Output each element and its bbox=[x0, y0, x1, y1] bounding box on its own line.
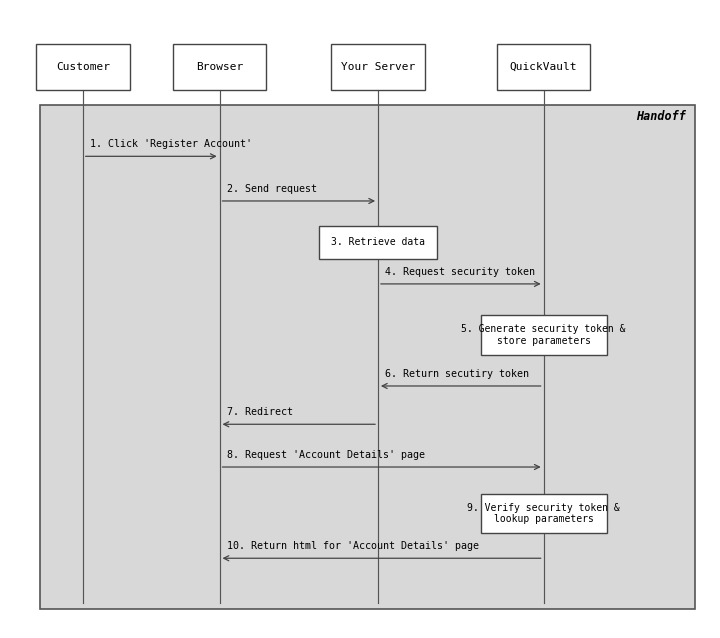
Bar bbox=[40, 105, 695, 609]
Bar bbox=[331, 44, 425, 90]
Text: 7. Redirect: 7. Redirect bbox=[227, 407, 293, 417]
Bar bbox=[36, 44, 130, 90]
Text: 1. Click 'Register Account': 1. Click 'Register Account' bbox=[90, 139, 252, 149]
Text: 10. Return html for 'Account Details' page: 10. Return html for 'Account Details' pa… bbox=[227, 541, 479, 551]
Text: Handoff: Handoff bbox=[636, 110, 686, 123]
Text: Your Server: Your Server bbox=[341, 62, 415, 72]
Text: 8. Request 'Account Details' page: 8. Request 'Account Details' page bbox=[227, 450, 425, 460]
Text: 6. Return secutiry token: 6. Return secutiry token bbox=[385, 369, 529, 379]
Bar bbox=[481, 315, 606, 355]
Bar bbox=[173, 44, 266, 90]
Text: 9. Verify security token &
lookup parameters: 9. Verify security token & lookup parame… bbox=[467, 503, 620, 524]
Text: QuickVault: QuickVault bbox=[510, 62, 577, 72]
Bar bbox=[497, 44, 590, 90]
Bar bbox=[319, 226, 438, 259]
Text: Customer: Customer bbox=[56, 62, 109, 72]
Text: 4. Request security token: 4. Request security token bbox=[385, 267, 535, 277]
Bar bbox=[481, 494, 606, 533]
Text: 3. Retrieve data: 3. Retrieve data bbox=[331, 237, 425, 248]
Text: 5. Generate security token &
store parameters: 5. Generate security token & store param… bbox=[462, 324, 626, 346]
Text: 2. Send request: 2. Send request bbox=[227, 184, 317, 194]
Text: Browser: Browser bbox=[196, 62, 243, 72]
